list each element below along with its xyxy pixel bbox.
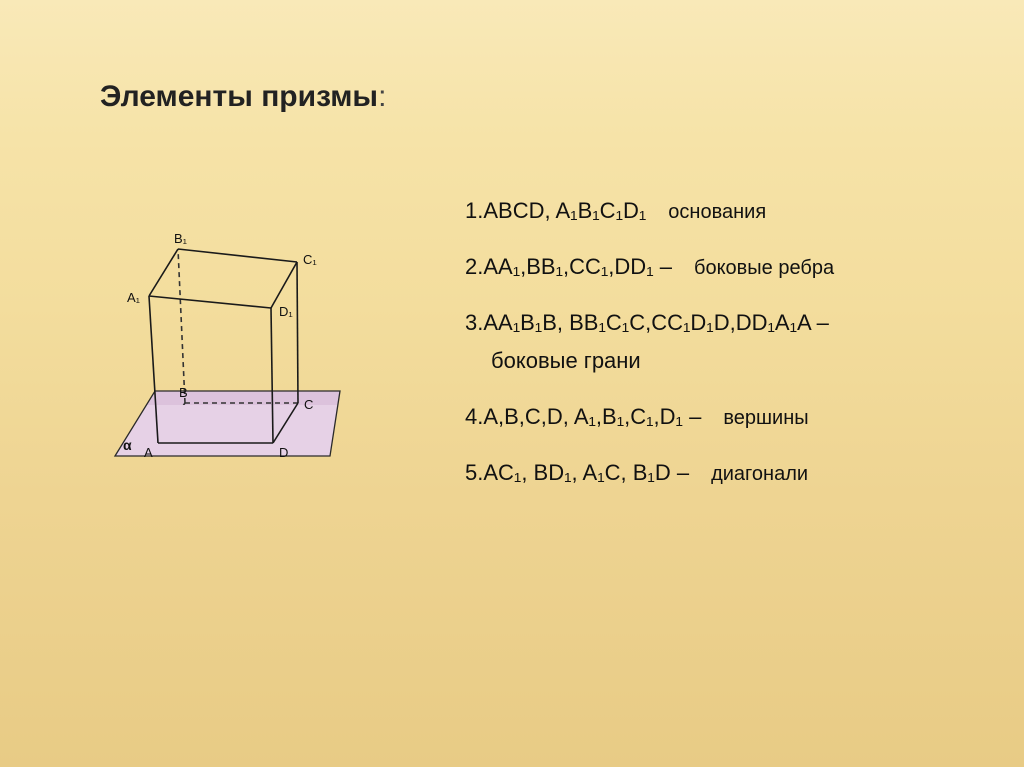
item-1-bases: 1.ABCD, A₁B₁C₁D₁ основания [465,198,995,224]
slide-title: Элементы призмы: [100,80,386,114]
svg-text:B₁: B₁ [174,231,188,246]
item-2-notation: 2.АА₁,ВВ₁,СС₁,DD₁ – [465,254,672,280]
item-1-desc: основания [668,201,766,224]
prism-diagram: A B C D A₁ B₁ C₁ D₁ α [85,208,355,478]
svg-text:A₁: A₁ [127,290,141,305]
item-4-notation: 4.A,B,C,D, A₁,B₁,C₁,D₁ – [465,404,701,430]
svg-text:D₁: D₁ [279,304,293,319]
item-4-vertices: 4.A,B,C,D, A₁,B₁,C₁,D₁ – вершины [465,404,995,430]
svg-text:C₁: C₁ [303,252,317,267]
svg-text:B: B [179,385,188,400]
title-colon: : [378,80,386,113]
item-2-desc: боковые ребра [694,257,834,280]
svg-text:D: D [279,445,288,460]
title-text: Элементы призмы [100,80,378,113]
item-1-notation: 1.ABCD, A₁B₁C₁D₁ [465,198,646,224]
item-5-desc: диагонали [711,463,808,486]
item-3-notation: 3.АА₁В₁В, ВВ₁С₁С,СС₁D₁D,DD₁A₁A – [465,310,829,336]
svg-text:C: C [304,397,313,412]
item-4-desc: вершины [723,407,808,430]
svg-text:A: A [144,445,153,460]
item-5-diagonals: 5.AC₁, BD₁, A₁C, B₁D – диагонали [465,460,995,486]
item-3-desc: боковые грани [491,348,995,374]
slide-root: Элементы призмы: A B C D A₁ B₁ C₁ D₁ α 1.ABCD, A… [0,0,1024,767]
element-list: 1.ABCD, A₁B₁C₁D₁ основания 2.АА₁,ВВ₁,СС₁… [465,198,995,516]
item-3-lateral-faces: 3.АА₁В₁В, ВВ₁С₁С,СС₁D₁D,DD₁A₁A – [465,310,995,336]
svg-text:α: α [123,437,132,453]
prism-svg: A B C D A₁ B₁ C₁ D₁ α [85,208,355,478]
item-2-lateral-edges: 2.АА₁,ВВ₁,СС₁,DD₁ – боковые ребра [465,254,995,280]
item-5-notation: 5.AC₁, BD₁, A₁C, B₁D – [465,460,689,486]
